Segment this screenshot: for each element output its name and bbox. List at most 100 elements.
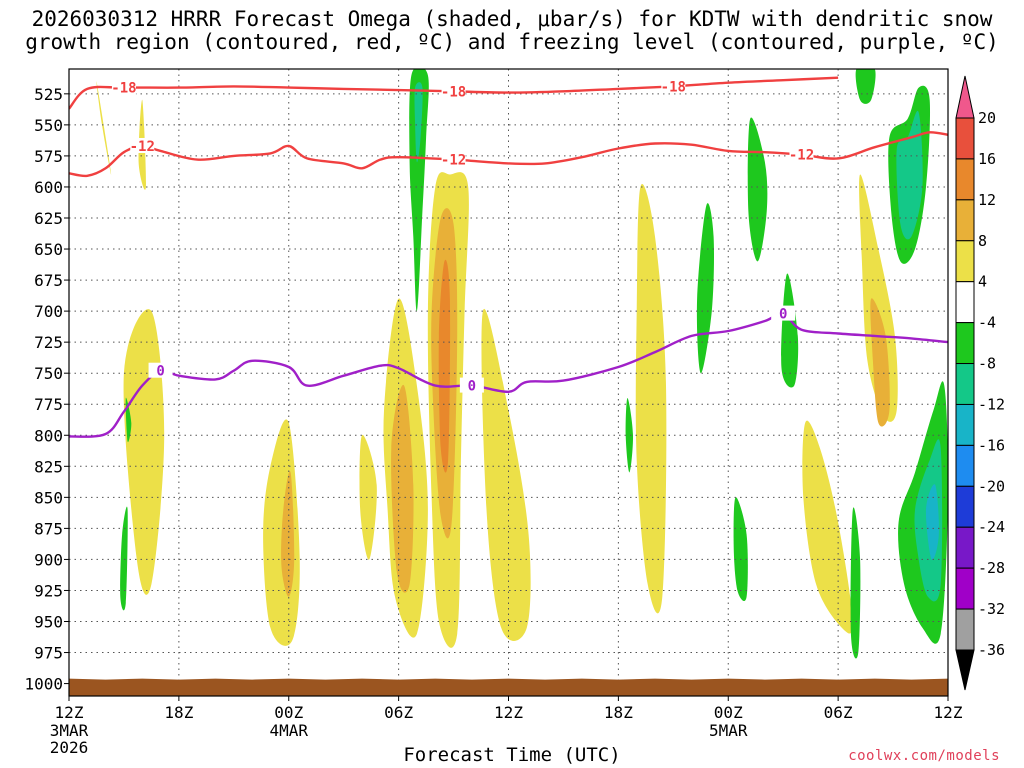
x-tick-date-0: 3MAR [50, 721, 89, 740]
x-tick-label-4: 12Z [494, 703, 523, 722]
contour-label-minus-12C-2: -12 [789, 148, 814, 164]
colorbar-segment-11 [955, 526, 975, 569]
colorbar-segment-4 [955, 240, 975, 283]
contour-label-bg-minus-18C-1 [441, 83, 466, 99]
colorbar-segment-13 [955, 608, 975, 651]
omega-region-19 [781, 273, 799, 388]
contour-label-bg-minus-18C-0 [111, 79, 136, 95]
contour-label-bg-minus-12C-1 [441, 151, 466, 167]
contour-label-bg-minus-12C-0 [130, 137, 155, 153]
omega-region-2 [123, 309, 165, 595]
contour-label-bg-freezing-level-0C-2 [771, 305, 796, 321]
omega-region-16 [409, 69, 429, 312]
y-tick-label-1000: 1000 [24, 675, 63, 694]
omega-region-14 [870, 298, 890, 427]
colorbar-bottom-arrow [955, 649, 975, 691]
omega-region-31 [925, 484, 939, 561]
y-tick-label-775: 775 [34, 395, 63, 414]
y-tick-label-675: 675 [34, 271, 63, 290]
terrain [69, 678, 948, 696]
contour-label-freezing-level-0C-2: 0 [779, 307, 787, 323]
colorbar-label-10: -24 [978, 518, 1005, 536]
omega-region-30 [414, 82, 423, 163]
x-tick-date-6: 5MAR [709, 721, 748, 740]
omega-region-17 [747, 117, 768, 262]
y-axis: 525 550 575 600 625 650 675 700 725 750 775 800 825 8… [24, 85, 69, 694]
y-tick-label-750: 750 [34, 364, 63, 383]
colorbar-segment-2 [955, 158, 975, 201]
y-tick-label-825: 825 [34, 457, 63, 476]
chart-title: 2026030312 HRRR Forecast Omega (shaded, … [0, 8, 1024, 54]
credit-text: coolwx.com/models [848, 748, 1000, 764]
colorbar-label-7: -12 [978, 395, 1005, 413]
omega-region-15 [438, 259, 451, 473]
contour-label-bg-minus-18C-2 [661, 78, 686, 94]
omega-region-12 [391, 384, 414, 593]
x-tick-year-0: 2026 [50, 738, 89, 757]
colorbar-label-8: -16 [978, 436, 1005, 454]
x-tick-date-2: 4MAR [269, 721, 308, 740]
contour-label-bg-freezing-level-0C-1 [459, 377, 484, 393]
contour-label-minus-12C-0: -12 [130, 139, 155, 155]
y-tick-label-650: 650 [34, 240, 63, 259]
colorbar-label-0: 20 [978, 109, 996, 127]
contour-label-minus-18C-2: -18 [661, 79, 686, 95]
y-tick-label-625: 625 [34, 209, 63, 228]
colorbar-segment-3 [955, 199, 975, 242]
omega-region-7 [481, 308, 531, 641]
omega-region-27 [120, 506, 128, 611]
omega-region-13 [281, 471, 295, 597]
colorbar-segment-8 [955, 403, 975, 446]
x-tick-label-5: 18Z [604, 703, 633, 722]
x-tick-label-1: 18Z [164, 703, 193, 722]
contour-label-freezing-level-0C-1: 0 [468, 379, 476, 395]
colorbar-segment-10 [955, 485, 975, 528]
contour-label-bg-freezing-level-0C-0 [148, 362, 173, 378]
y-tick-label-800: 800 [34, 426, 63, 445]
chart-title-line1: 2026030312 HRRR Forecast Omega (shaded, … [31, 7, 993, 31]
y-tick-label-975: 975 [34, 644, 63, 663]
colorbar-label-3: 8 [978, 232, 987, 250]
colorbar-label-9: -20 [978, 477, 1005, 495]
omega-region-22 [733, 497, 748, 602]
x-tick-label-8: 12Z [934, 703, 963, 722]
y-tick-label-700: 700 [34, 302, 63, 321]
contour-minus-18C [69, 76, 839, 110]
y-tick-label-600: 600 [34, 178, 63, 197]
y-tick-label-875: 875 [34, 519, 63, 538]
omega-region-9 [802, 420, 853, 634]
terrain-fill [69, 678, 948, 696]
colorbar-label-5: -4 [978, 314, 996, 332]
x-axis-label: Forecast Time (UTC) [403, 744, 621, 766]
colorbar-segment-12 [955, 567, 975, 610]
omega-region-25 [625, 398, 634, 473]
chart-title-line2: growth region (contoured, red, ºC) and f… [25, 30, 999, 54]
colorbar: 20 16 12 8 4 -4 -8 -12 -16 -20 -24 -28 -32 -36 [955, 75, 1005, 691]
colorbar-top-arrow [955, 75, 975, 119]
x-tick-label-3: 06Z [384, 703, 413, 722]
omega-region-28 [896, 110, 923, 240]
omega-region-0 [96, 81, 112, 175]
contour-label-bg-minus-12C-2 [789, 146, 814, 162]
colorbar-label-4: 4 [978, 273, 987, 291]
y-tick-label-550: 550 [34, 116, 63, 135]
contours: -18 -18 -18 -12 -12 -12 0 0 0 [69, 76, 948, 438]
omega-region-23 [850, 507, 861, 659]
colorbar-label-6: -8 [978, 355, 996, 373]
y-tick-label-900: 900 [34, 550, 63, 569]
contour-label-minus-18C-1: -18 [441, 84, 466, 100]
colorbar-label-13: -36 [978, 641, 1005, 659]
x-tick-label-6: 00Z [714, 703, 743, 722]
colorbar-segment-9 [955, 444, 975, 487]
y-tick-label-950: 950 [34, 613, 63, 632]
x-tick-label-0: 12Z [55, 703, 84, 722]
colorbar-label-12: -32 [978, 600, 1005, 618]
y-tick-label-725: 725 [34, 333, 63, 352]
contour-label-minus-12C-1: -12 [441, 153, 466, 169]
omega-region-18 [696, 203, 715, 374]
x-tick-label-7: 06Z [824, 703, 853, 722]
colorbar-label-2: 12 [978, 191, 996, 209]
colorbar-label-1: 16 [978, 150, 996, 168]
